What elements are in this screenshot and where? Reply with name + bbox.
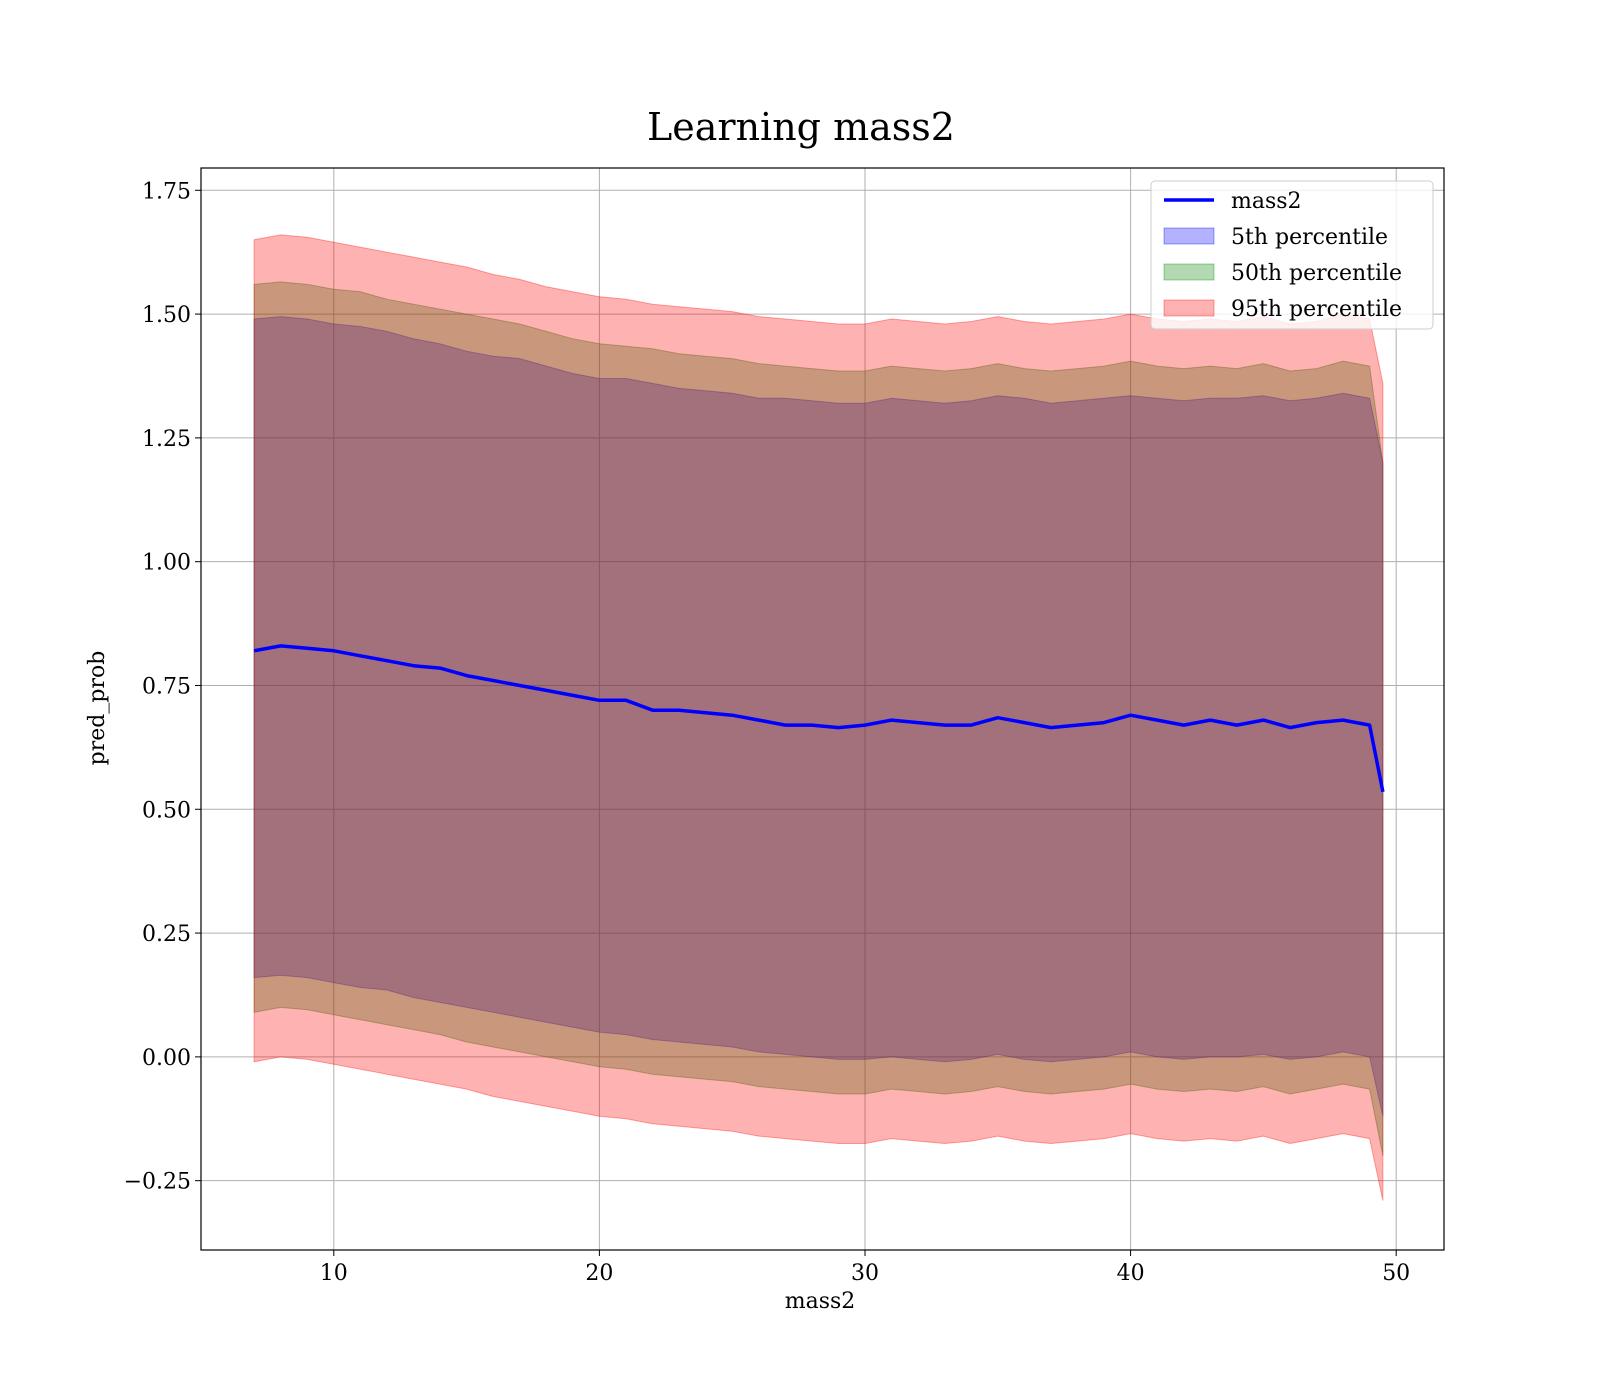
legend-swatch-band (1163, 299, 1215, 317)
band-5th-percentile (253, 316, 1384, 1117)
series-lines (253, 644, 1385, 793)
legend-label: 50th percentile (1231, 261, 1402, 286)
y-tick-label: 1.50 (142, 303, 191, 328)
legend-swatch-band (1163, 227, 1215, 245)
x-tick-label: 40 (1117, 1261, 1145, 1286)
band-95th-percentile (253, 234, 1384, 1201)
y-tick-label: 0.00 (142, 1046, 191, 1071)
percentile-bands (253, 234, 1384, 1201)
x-axis-ticks: 10 20 30 40 50 (320, 1250, 1410, 1286)
x-tick-label: 20 (585, 1261, 613, 1286)
y-tick-label: 1.75 (142, 179, 191, 204)
legend-label: 95th percentile (1231, 297, 1402, 322)
y-tick-label: 0.50 (142, 798, 191, 823)
grid-lines (201, 168, 1444, 1250)
y-tick-label: 0.75 (142, 674, 191, 699)
legend-swatch-band (1163, 263, 1215, 281)
y-tick-label: −0.25 (124, 1170, 191, 1195)
x-tick-label: 30 (851, 1261, 879, 1286)
x-axis-label: mass2 (785, 1289, 856, 1314)
legend-box (1150, 180, 1434, 330)
x-tick-label: 10 (320, 1261, 348, 1286)
y-axis-ticks: −0.25 0.00 0.25 0.50 0.75 1.00 1.25 1.50 1.75 (124, 179, 201, 1195)
x-tick-label: 50 (1382, 1261, 1410, 1286)
band-50th-percentile (253, 281, 1384, 1156)
plot-frame (200, 167, 1445, 1251)
y-tick-label: 1.25 (142, 427, 191, 452)
y-tick-label: 1.00 (142, 551, 191, 576)
legend: mass2 5th percentile 50th percentile 95th p… (1150, 180, 1434, 330)
chart-title: Learning mass2 (647, 105, 955, 149)
series-line-mass2 (253, 644, 1385, 793)
legend-label: mass2 (1231, 189, 1302, 214)
y-tick-label: 0.25 (142, 922, 191, 947)
legend-label: 5th percentile (1231, 225, 1388, 250)
y-axis-label: pred_prob (85, 651, 110, 766)
